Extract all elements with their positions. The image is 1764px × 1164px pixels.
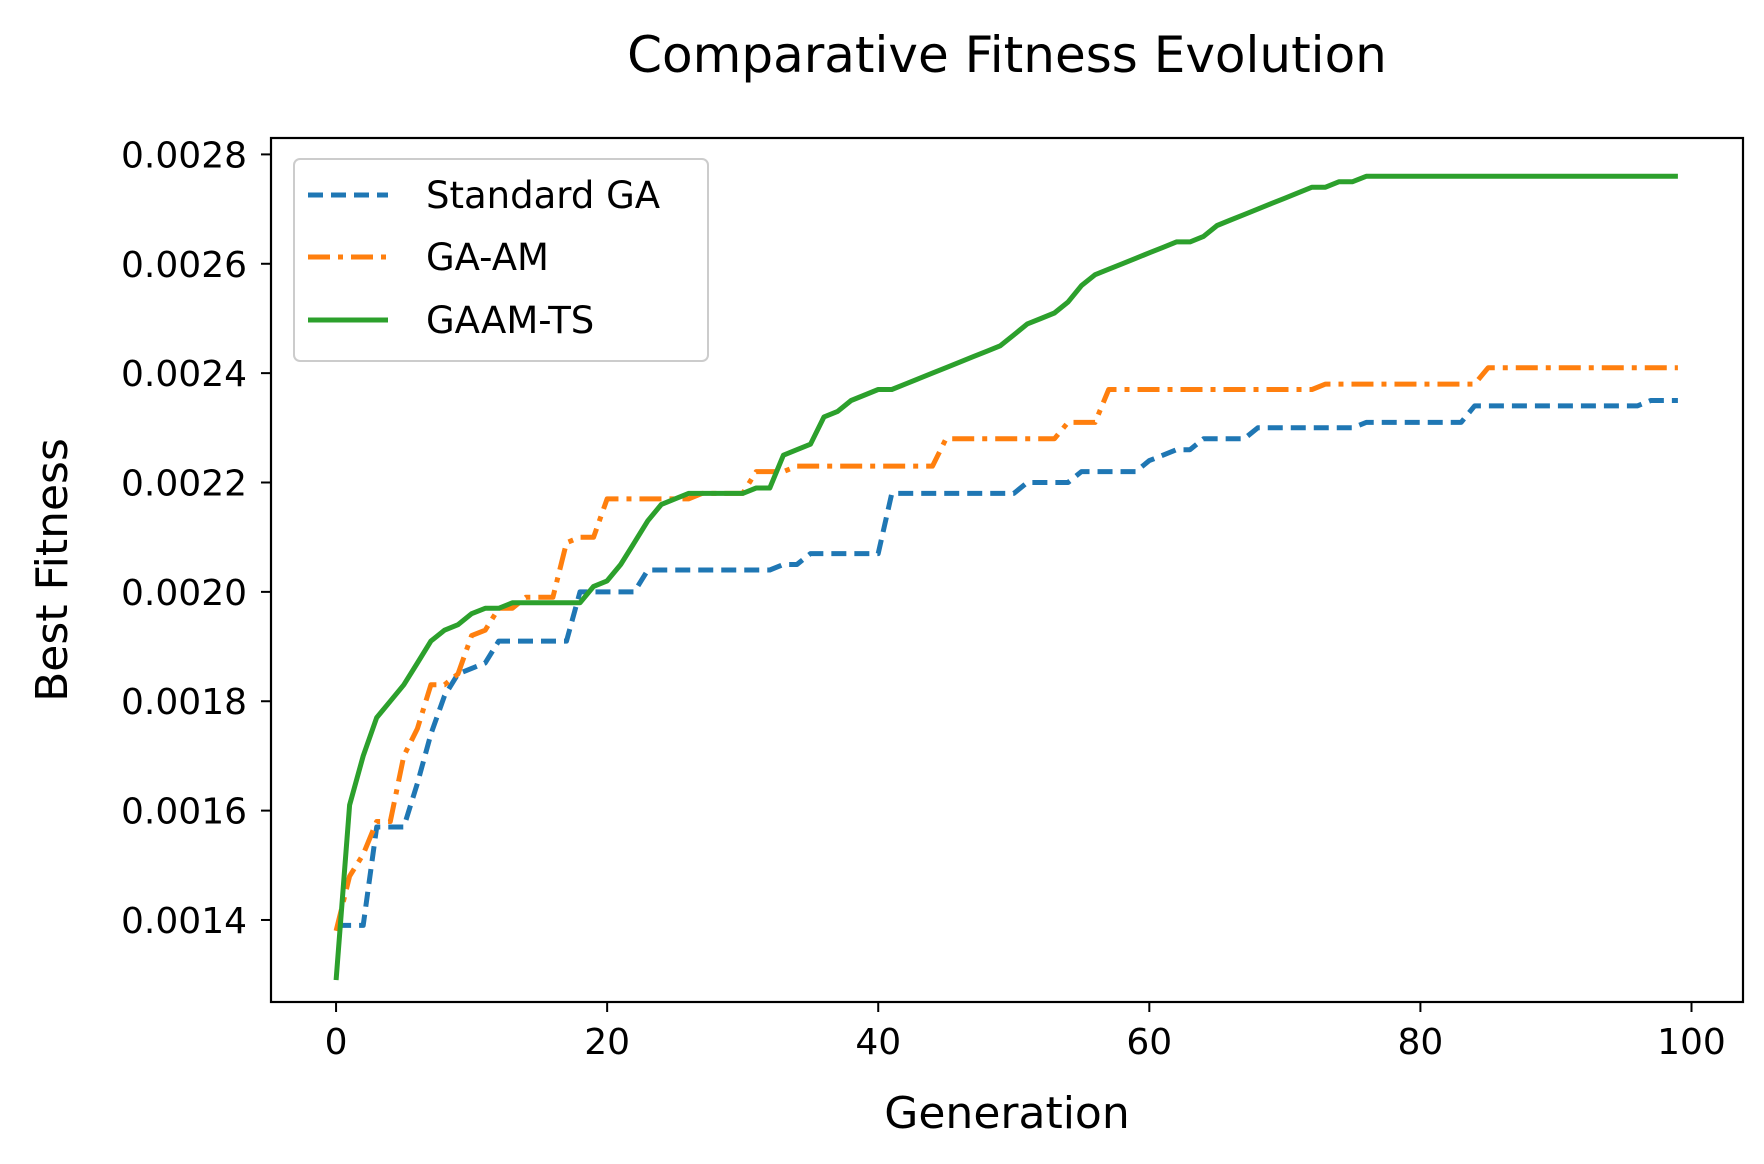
chart-title: Comparative Fitness Evolution — [627, 26, 1387, 84]
y-axis: 0.0014 0.0016 0.0018 0.0020 0.0022 0.0024 0.00… — [121, 135, 271, 942]
x-axis-label: Generation — [884, 1088, 1129, 1139]
legend-label-ga-am: GA-AM — [426, 236, 549, 279]
series-line-gaam-ts — [333, 173, 1678, 981]
legend-label-gaam-ts: GAAM-TS — [426, 299, 594, 342]
x-tick-label: 100 — [1657, 1022, 1726, 1063]
y-tick-label: 0.0018 — [121, 682, 247, 723]
series-line-standard-ga — [336, 398, 1678, 928]
series-line-ga-am — [333, 365, 1678, 932]
y-tick-label: 0.0020 — [121, 573, 247, 614]
legend-label-standard-ga: Standard GA — [426, 174, 660, 217]
legend: Standard GA GA-AM GAAM-TS — [293, 158, 709, 362]
x-tick-label: 40 — [855, 1022, 901, 1063]
y-tick-label: 0.0014 — [121, 901, 247, 942]
legend-box — [293, 158, 709, 362]
x-tick-label: 60 — [1126, 1022, 1172, 1063]
y-axis-label: Best Fitness — [27, 438, 78, 702]
y-tick-label: 0.0026 — [121, 245, 247, 286]
x-axis: 0 20 40 60 80 100 — [325, 1002, 1726, 1063]
y-tick-label: 0.0028 — [121, 135, 247, 176]
y-tick-label: 0.0016 — [121, 792, 247, 833]
x-tick-label: 80 — [1398, 1022, 1444, 1063]
x-tick-label: 0 — [325, 1022, 348, 1063]
y-tick-label: 0.0024 — [121, 354, 247, 395]
plot-frame — [269, 136, 1745, 1004]
y-tick-label: 0.0022 — [121, 464, 247, 505]
x-tick-label: 20 — [584, 1022, 630, 1063]
plot-area — [333, 173, 1678, 981]
